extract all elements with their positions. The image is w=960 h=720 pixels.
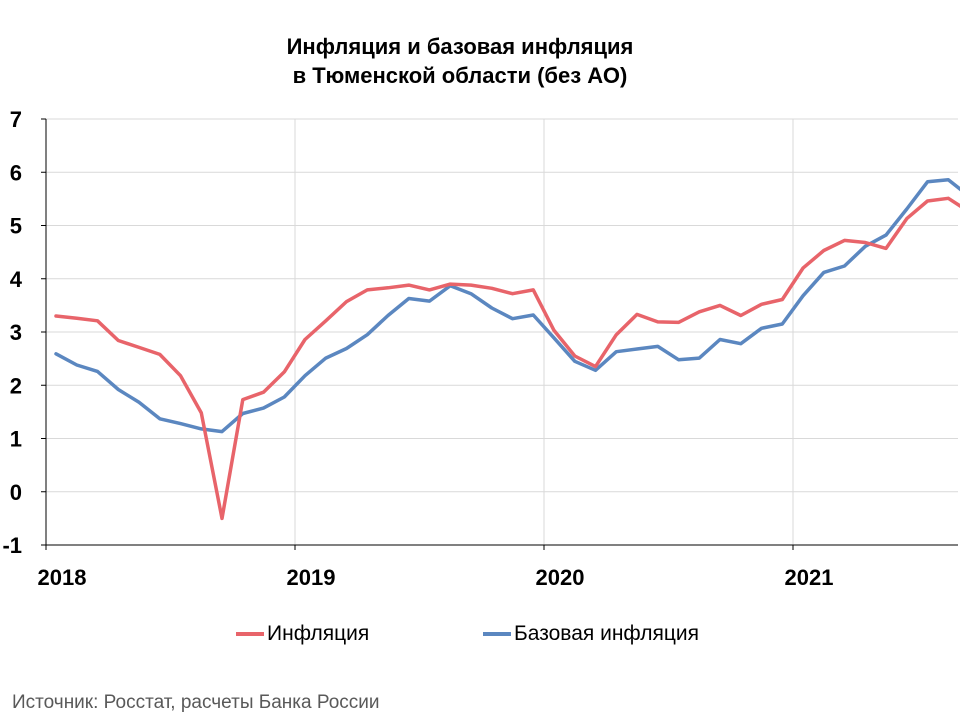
- y-tick-label: 0: [10, 480, 22, 505]
- axes: -1 0 1 2 3 4 5 6 7 2018 2019 2020 2021: [2, 107, 958, 590]
- chart-title-line-2: в Тюменской области (без АО): [292, 63, 628, 88]
- line-chart: -1 0 1 2 3 4 5 6 7 2018 2019 2020 2021: [2, 107, 960, 590]
- legend-item-inflation: Инфляция: [236, 622, 369, 646]
- series-line-inflation: [54, 196, 960, 521]
- x-tick-label: 2020: [536, 565, 585, 590]
- y-tick-label: 3: [10, 320, 22, 345]
- legend-swatch-inflation: [236, 632, 264, 636]
- chart-title: Инфляция и базовая инфляция в Тюменской …: [0, 32, 920, 90]
- y-tick-label: -1: [2, 533, 22, 558]
- legend-label-core-inflation: Базовая инфляция: [514, 622, 700, 645]
- y-tick-label: 6: [10, 160, 22, 185]
- y-tick-label: 2: [10, 373, 22, 398]
- gridlines: [46, 118, 958, 545]
- series-line-core-inflation: [54, 177, 960, 434]
- y-tick-label: 5: [10, 214, 22, 239]
- x-tick-label: 2019: [287, 565, 336, 590]
- legend: Инфляция Базовая инфляция: [0, 622, 960, 650]
- y-tick-label: 4: [10, 267, 23, 292]
- source-note: Источник: Росстат, расчеты Банка России: [12, 692, 380, 713]
- legend-label-inflation: Инфляция: [267, 622, 370, 645]
- series-lines: [54, 177, 960, 521]
- y-tick-label: 1: [10, 427, 22, 452]
- legend-swatch-core-inflation: [483, 632, 511, 636]
- legend-item-core-inflation: Базовая инфляция: [483, 622, 699, 646]
- y-tick-label: 7: [10, 107, 22, 132]
- x-tick-label: 2021: [785, 565, 834, 590]
- x-tick-label: 2018: [38, 565, 87, 590]
- chart-title-line-1: Инфляция и базовая инфляция: [286, 34, 634, 59]
